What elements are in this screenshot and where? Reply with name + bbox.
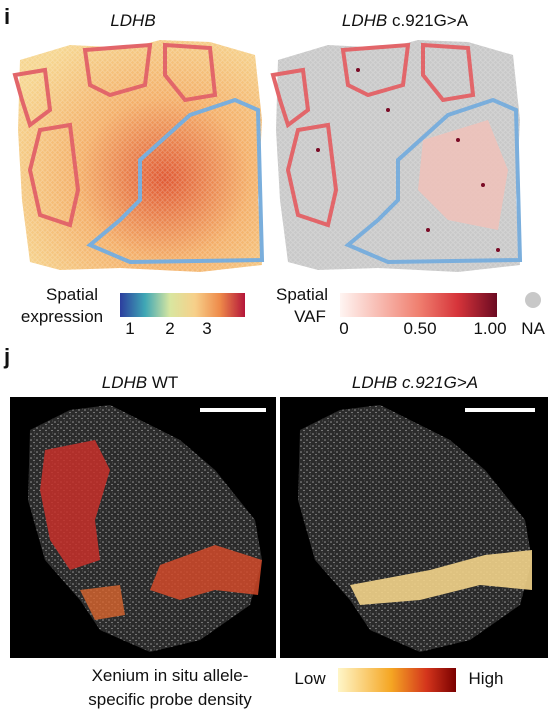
panel-title: LDHB c.921G>A [352,373,478,392]
legend-high: High [469,669,504,688]
colorbar [120,293,245,317]
legend-low: Low [294,669,326,688]
spatial-expression-map [12,40,265,272]
legend-title: expression [21,307,103,326]
panel-title: LDHB WT [102,373,179,392]
legend-title: Spatial [276,285,328,304]
legend-title: VAF [294,307,326,326]
xenium-wt-image [10,397,276,658]
spatial-vaf-map [270,40,523,272]
colorbar-tick: 0.50 [403,319,436,338]
panel-title: LDHB c.921G>A [342,11,469,30]
colorbar-tick: 2 [165,319,174,338]
legend-title: Spatial [46,285,98,304]
panel-title: LDHB [110,11,155,30]
na-label: NA [521,319,545,338]
panel-label: j [3,344,10,369]
na-swatch [525,292,541,308]
colorbar-tick: 3 [202,319,211,338]
panel-label: i [4,4,10,29]
xenium-variant-image [280,397,548,658]
colorbar [338,668,456,692]
colorbar-tick: 0 [339,319,348,338]
colorbar-tick: 1 [125,319,134,338]
legend-title: specific probe density [88,690,252,709]
legend-title: Xenium in situ allele- [92,666,249,685]
colorbar [340,293,497,317]
colorbar-tick: 1.00 [473,319,506,338]
